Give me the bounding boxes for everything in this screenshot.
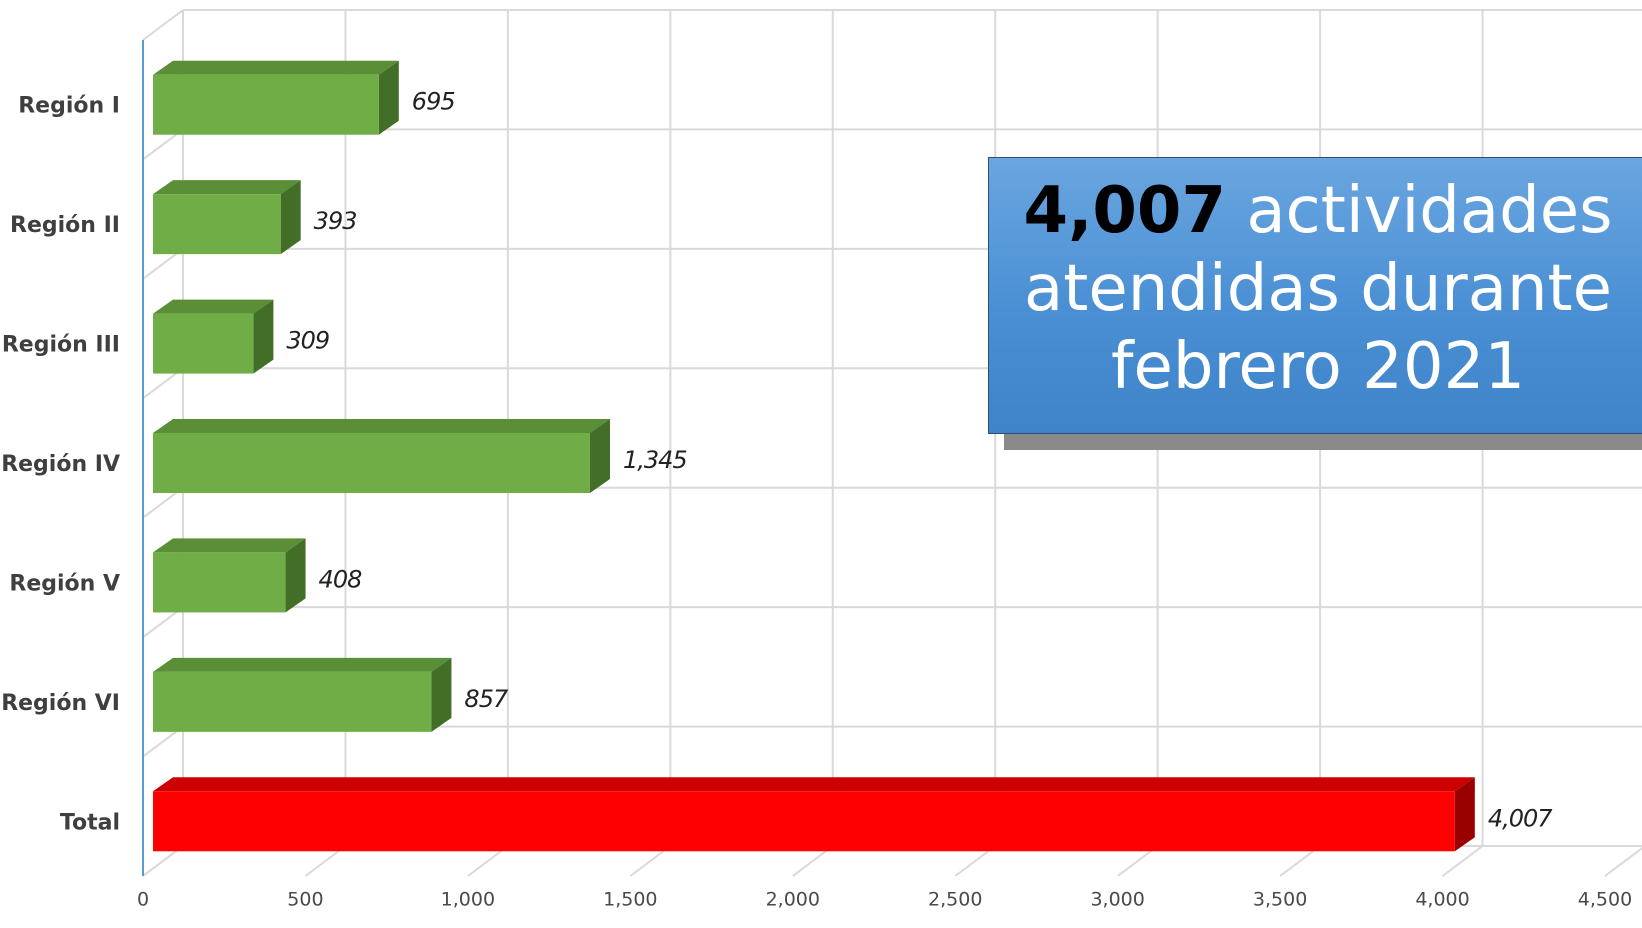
category-label: Región I (18, 94, 120, 119)
callout-number: 4,007 (1023, 174, 1226, 248)
data-label: 1,345 (623, 446, 687, 474)
callout-line-2: atendidas durante (1024, 252, 1612, 326)
bar-top (153, 299, 274, 314)
bar-side (280, 180, 301, 255)
x-tick-label: 1,500 (603, 889, 657, 911)
bar-top (153, 60, 399, 75)
data-label: 857 (464, 685, 509, 713)
bar (153, 313, 254, 374)
bar (153, 671, 432, 732)
x-tick-label: 3,000 (1090, 889, 1144, 911)
x-tick-label: 2,500 (928, 889, 982, 911)
grid-line-floor (1441, 845, 1484, 877)
x-tick-label: 4,000 (1415, 889, 1469, 911)
x-tick-label: 0 (137, 889, 149, 911)
data-label: 408 (319, 565, 363, 593)
x-tick-label: 3,500 (1253, 889, 1307, 911)
bar-top (153, 777, 1475, 792)
bar (153, 74, 379, 135)
category-label: Región VI (1, 691, 120, 716)
category-label: Región II (10, 213, 120, 238)
category-label: Región III (2, 333, 120, 358)
bar-side (285, 538, 306, 613)
bar-side (253, 299, 274, 374)
x-tick-label: 4,500 (1578, 889, 1632, 911)
bar-side (378, 60, 399, 135)
bar-top (153, 538, 306, 553)
data-label: 4,007 (1488, 804, 1553, 832)
grid-line-side (142, 9, 184, 41)
x-tick-label: 500 (287, 889, 323, 911)
data-label: 695 (412, 88, 455, 116)
callout-line-1: 4,007 actividades (989, 172, 1642, 250)
data-label: 393 (314, 207, 357, 235)
summary-callout: 4,007 actividades atendidas durante febr… (988, 157, 1642, 434)
category-label: Región IV (1, 452, 120, 477)
x-tick-label: 1,000 (441, 889, 495, 911)
callout-line1-text: actividades (1225, 174, 1613, 248)
data-label: 309 (286, 327, 329, 355)
bar-side (431, 657, 452, 732)
category-label: Total (60, 810, 120, 835)
bar-side (589, 419, 610, 493)
bar-total (153, 791, 1455, 852)
bar (153, 433, 590, 493)
bar (153, 552, 286, 613)
callout-line-3: febrero 2021 (1110, 330, 1526, 404)
bar-top (153, 180, 301, 195)
x-tick-label: 2,000 (766, 889, 820, 911)
bar-top (153, 419, 610, 433)
bar-top (153, 657, 452, 672)
category-label: Región V (9, 571, 120, 596)
bar (153, 194, 281, 255)
bar-side (1454, 777, 1475, 852)
grid-line-floor (1604, 847, 1642, 877)
